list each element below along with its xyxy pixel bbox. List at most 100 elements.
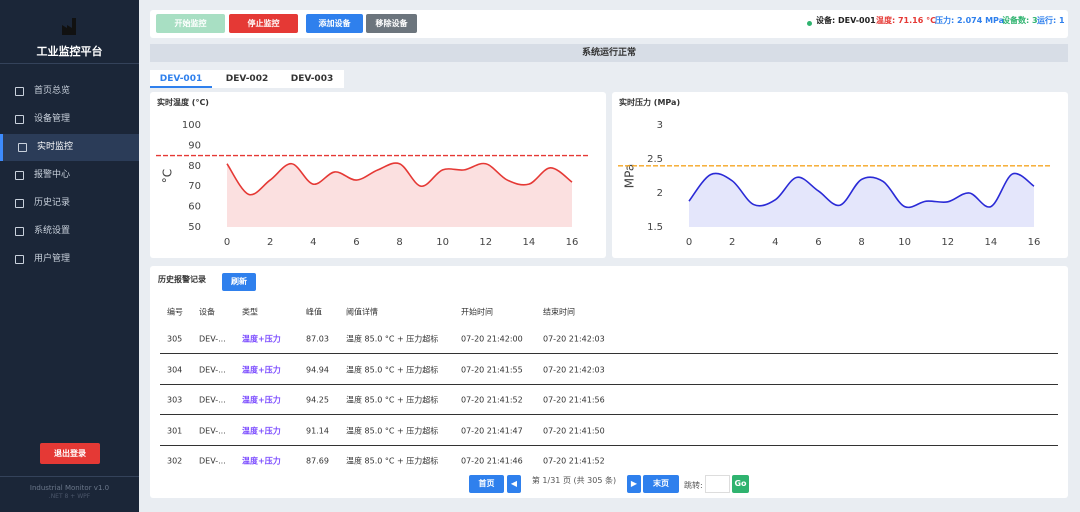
table-cell: 87.03 [306, 334, 329, 344]
prev-button[interactable]: ◀ [507, 475, 521, 493]
x-tick-label: 14 [523, 237, 536, 248]
menu-item[interactable]: 历史记录 [0, 190, 139, 217]
column-header: 编号 [167, 307, 183, 317]
menu-icon [15, 171, 24, 180]
sidebar: 工业监控平台 退出登录 Industrial Monitor v1.0 .NET… [0, 0, 139, 512]
menu-icon [15, 199, 24, 208]
status-dot [807, 21, 812, 26]
table-cell: 07-20 21:41:55 [461, 365, 523, 374]
add-button[interactable]: 添加设备 [306, 14, 363, 33]
table-cell: 301 [167, 426, 183, 435]
table-cell: 07-20 21:41:46 [461, 456, 523, 466]
tab[interactable]: DEV-002 [225, 74, 269, 84]
menu-item[interactable]: 首页总览 [0, 78, 139, 105]
menu-item[interactable]: 用户管理 [0, 246, 139, 273]
row-separator [160, 414, 1058, 415]
table-cell: 94.25 [306, 395, 329, 405]
table-cell: 07-20 21:42:03 [543, 365, 605, 374]
status-pressure: 压力: 2.074 MPa [935, 16, 1005, 25]
logo [62, 18, 76, 35]
table-cell: 温度+压力 [242, 395, 281, 405]
tab-bar [150, 70, 344, 88]
menu-icon [15, 255, 24, 264]
status-device: 设备: DEV-001 [816, 16, 876, 25]
column-header: 开始时间 [461, 307, 493, 317]
x-tick-label: 0 [686, 237, 692, 248]
row-separator [160, 353, 1058, 354]
status-count: 设备数: 3 [1002, 16, 1038, 25]
table-cell: DEV-... [199, 334, 226, 344]
menu-icon [15, 115, 24, 124]
y-tick-label: 100 [182, 120, 201, 131]
menu-item[interactable]: 报警中心 [0, 162, 139, 189]
go-button[interactable]: Go [732, 475, 749, 493]
y-tick-label: 1.5 [647, 222, 663, 233]
x-tick-label: 6 [353, 237, 359, 248]
table-cell: 302 [167, 456, 183, 466]
table-cell: 温度 85.0 °C + 压力超标 [346, 456, 439, 466]
x-tick-label: 2 [729, 237, 735, 248]
x-tick-label: 14 [985, 237, 998, 248]
table-cell: 温度+压力 [242, 334, 281, 344]
y-tick-label: 2.5 [647, 154, 663, 165]
menu-icon [18, 143, 27, 152]
data-line [226, 162, 573, 196]
jump-label: 跳转: [684, 481, 703, 490]
y-axis-label: MPa [623, 164, 637, 188]
x-tick-label: 4 [772, 237, 778, 248]
x-tick-label: 16 [1028, 237, 1041, 248]
chart-title: 实时压力 (MPa) [619, 98, 681, 107]
data-line [688, 172, 1035, 209]
remove-button[interactable]: 移除设备 [366, 14, 417, 33]
table-cell: 温度 85.0 °C + 压力超标 [346, 365, 439, 374]
table-cell: 87.69 [306, 456, 329, 466]
table-cell: DEV-... [199, 426, 226, 435]
menu-item[interactable]: 设备管理 [0, 106, 139, 133]
line-chart: 50 60 70 80 90 100 0 2 4 6 8 10 12 14 16 °C [156, 120, 590, 248]
x-tick-label: 8 [858, 237, 864, 248]
tab[interactable]: DEV-003 [290, 74, 334, 84]
page-info: 第 1/31 页 (共 305 条) [531, 476, 617, 485]
alarm-card: 历史报警记录 刷新 编号 设备 类型 峰值 阈值详情 开始时间 结束时间 305 DEV-...… [150, 266, 1068, 498]
y-tick-label: 50 [188, 222, 201, 233]
y-tick-label: 2 [657, 188, 663, 199]
row-separator [160, 383, 1058, 385]
column-header: 结束时间 [543, 307, 575, 317]
x-tick-label: 12 [479, 237, 492, 248]
y-tick-label: 60 [188, 202, 201, 213]
refresh-button[interactable]: 刷新 [222, 273, 256, 291]
menu-icon [15, 87, 24, 96]
logout-button[interactable]: 退出登录 [40, 443, 100, 464]
tab[interactable]: DEV-001 [150, 70, 212, 88]
x-tick-label: 4 [310, 237, 316, 248]
y-axis-label: °C [161, 169, 175, 183]
next-button[interactable]: ▶ [627, 475, 641, 493]
app-title: 工业监控平台 [36, 45, 103, 58]
table-cell: 温度 85.0 °C + 压力超标 [346, 426, 439, 435]
x-tick-label: 10 [436, 237, 449, 248]
alarm-title: 历史报警记录 [158, 275, 206, 284]
y-tick-label: 80 [188, 161, 201, 172]
table-cell: 07-20 21:42:00 [461, 334, 523, 344]
x-tick-label: 16 [566, 237, 579, 248]
status-running: 运行: 1 [1037, 16, 1065, 25]
last-page-button[interactable]: 末页 [643, 475, 679, 493]
area-fill [227, 163, 572, 227]
table-cell: 91.14 [306, 426, 329, 435]
table-cell: 305 [167, 334, 183, 344]
footer-version: Industrial Monitor v1.0 [29, 484, 110, 492]
first-page-button[interactable]: 首页 [469, 475, 504, 493]
chart-title: 实时温度 (°C) [157, 98, 209, 107]
jump-input[interactable] [705, 475, 730, 493]
stop-button[interactable]: 停止监控 [229, 14, 298, 33]
menu-item[interactable]: 系统设置 [0, 218, 139, 245]
chart-card: 实时温度 (°C) 50 60 70 80 90 100 0 2 4 6 8 10 12 14 16 °C [150, 92, 606, 258]
table-cell: 94.94 [306, 365, 329, 374]
line-chart: 1.5 2 2.5 3 0 2 4 6 8 10 12 14 16 MPa [618, 120, 1052, 248]
table-cell: 温度+压力 [242, 365, 281, 374]
menu-item[interactable]: 实时监控 [0, 134, 139, 161]
x-tick-label: 0 [224, 237, 230, 248]
start-button[interactable]: 开始监控 [156, 14, 225, 33]
table-cell: 303 [167, 395, 183, 405]
